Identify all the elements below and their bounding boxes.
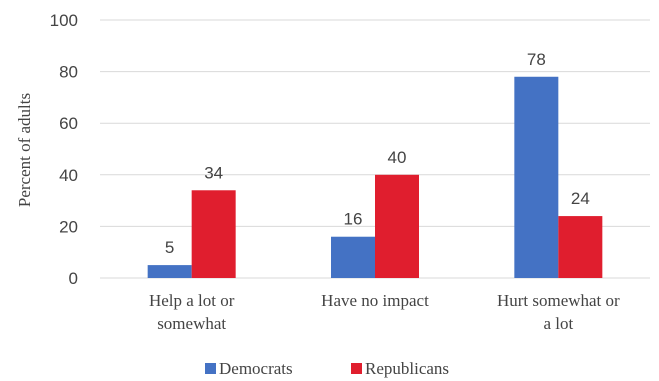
- x-category-line: Hurt somewhat or: [497, 291, 620, 310]
- x-category-label-0: Help a lot or somewhat: [149, 291, 235, 333]
- legend-label-republicans: Republicans: [365, 359, 449, 378]
- data-label-republicans-2: 24: [571, 189, 590, 208]
- legend: Democrats Republicans: [205, 359, 449, 378]
- y-tick-label-40: 40: [59, 166, 78, 185]
- data-label-democrats-0: 5: [165, 238, 174, 257]
- x-category-line: somewhat: [157, 314, 226, 333]
- bar-republicans-2: [558, 216, 603, 278]
- y-tick-label-0: 0: [69, 269, 78, 288]
- legend-label-democrats: Democrats: [219, 359, 293, 378]
- data-labels: 5 34 16 40 78 24: [165, 50, 590, 257]
- y-tick-label-80: 80: [59, 63, 78, 82]
- legend-swatch-republicans: [351, 363, 362, 374]
- data-label-democrats-2: 78: [527, 50, 546, 69]
- x-category-line: Help a lot or: [149, 291, 235, 310]
- x-category-line: a lot: [543, 314, 573, 333]
- bar-republicans-1: [375, 174, 419, 278]
- x-category-label-1: Have no impact: [321, 291, 429, 310]
- y-axis-title: Percent of adults: [15, 93, 34, 207]
- y-tick-label-60: 60: [59, 114, 78, 133]
- bar-democrats-2: [514, 76, 559, 278]
- x-category-label-2: Hurt somewhat or a lot: [497, 291, 620, 333]
- bar-republicans-0: [191, 190, 236, 278]
- x-category-line: Have no impact: [321, 291, 429, 310]
- bar-democrats-0: [147, 265, 192, 278]
- data-label-democrats-1: 16: [344, 210, 363, 229]
- x-axis-categories: Help a lot or somewhat Have no impact Hurt …: [149, 291, 620, 333]
- data-label-republicans-1: 40: [388, 148, 407, 167]
- y-tick-label-100: 100: [50, 11, 78, 30]
- y-tick-label-20: 20: [59, 217, 78, 236]
- data-label-republicans-0: 34: [204, 163, 223, 182]
- legend-swatch-democrats: [205, 363, 216, 374]
- bar-democrats-1: [331, 236, 375, 278]
- bars: [147, 76, 603, 278]
- y-axis-ticks: 0 20 40 60 80 100: [50, 11, 78, 288]
